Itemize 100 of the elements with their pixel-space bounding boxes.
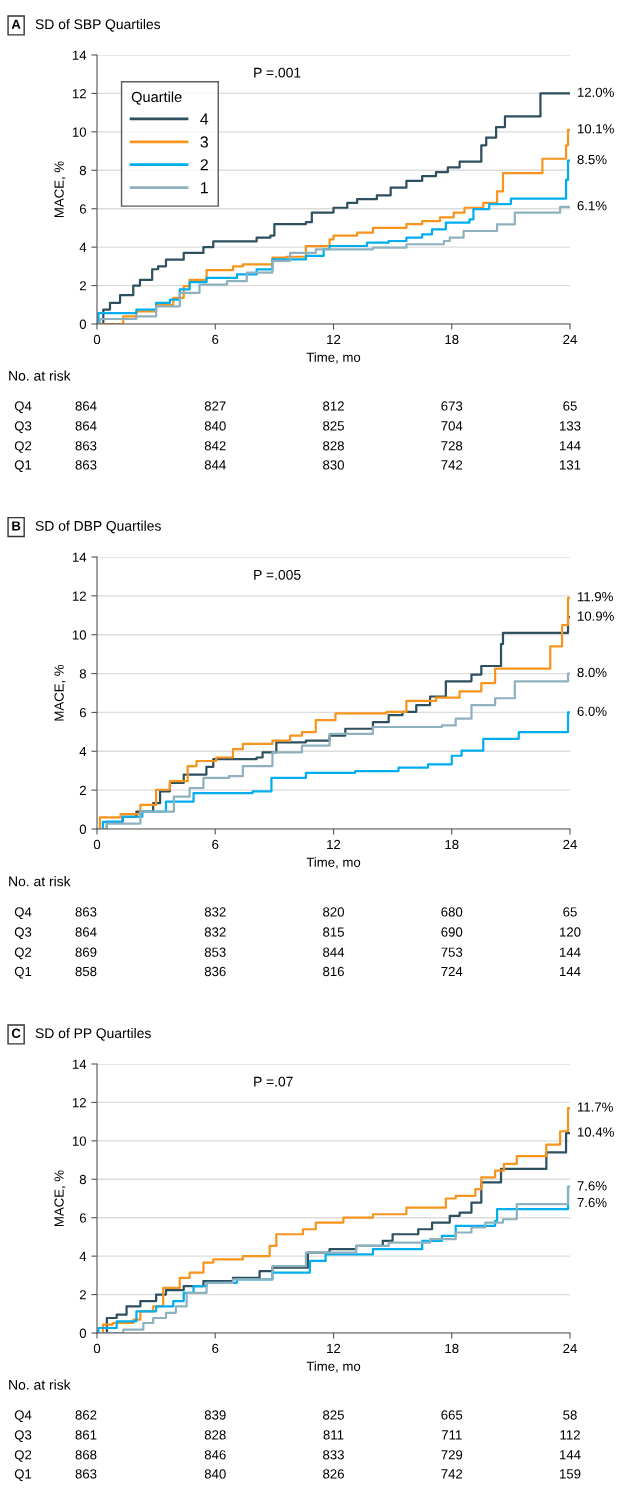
text: 815 (323, 927, 344, 937)
x-axis-title: Time, mo (306, 1361, 361, 1373)
text: 8.0% (577, 667, 607, 678)
text: 863 (75, 907, 97, 917)
text: 144 (560, 947, 581, 957)
y-tick-label: 0 (79, 824, 87, 834)
text: 144 (560, 441, 581, 451)
text: Q4 (14, 1410, 32, 1423)
y-tick-label: 2 (79, 785, 86, 795)
text: 159 (560, 1469, 581, 1479)
legend-title: Quartile (131, 91, 182, 105)
annotation: P =.005 (254, 569, 301, 580)
text: 58 (563, 1410, 577, 1420)
x-tick-label: 6 (212, 1343, 219, 1354)
annotation: P =.07 (254, 1076, 293, 1087)
text: 820 (323, 907, 344, 917)
y-tick-label: 2 (79, 281, 86, 291)
legend-label: 2 (200, 159, 208, 171)
text: 753 (441, 947, 463, 957)
y-axis-title: MACE, % (54, 161, 66, 218)
text: 7.6% (577, 1181, 607, 1191)
y-tick-label: 4 (79, 1251, 87, 1261)
x-axis-title: Time, mo (306, 352, 361, 364)
text: 12.0% (577, 87, 614, 97)
x-axis-title: Time, mo (306, 857, 361, 869)
text: 711 (441, 1430, 462, 1440)
text: 863 (75, 460, 97, 470)
text: 864 (75, 401, 97, 411)
text: 825 (323, 1410, 344, 1420)
text: 144 (560, 1450, 581, 1460)
text: Q1 (14, 1469, 32, 1481)
y-tick-label: 8 (79, 669, 87, 679)
text: 832 (204, 907, 226, 917)
text: 828 (323, 441, 344, 451)
text: 830 (323, 460, 344, 470)
text: 863 (75, 1469, 97, 1479)
text: A (11, 19, 21, 29)
legend-label: 1 (201, 182, 208, 194)
text: 65 (563, 401, 577, 411)
text: 858 (75, 966, 97, 977)
text: C (11, 1028, 21, 1038)
text: 861 (75, 1430, 97, 1440)
text: 836 (204, 966, 226, 977)
text: Q4 (14, 907, 32, 919)
text: 828 (204, 1430, 226, 1440)
x-tick-label: 6 (212, 839, 219, 850)
text: 673 (441, 401, 463, 411)
text: 844 (323, 947, 345, 957)
y-tick-label: 0 (79, 1328, 87, 1338)
text: 839 (204, 1410, 226, 1420)
text: No. at risk (9, 370, 71, 381)
y-tick-label: 10 (72, 127, 87, 137)
text: Q1 (14, 966, 32, 979)
y-tick-label: 14 (72, 50, 87, 60)
text: Q1 (14, 460, 32, 472)
text: 131 (560, 460, 581, 470)
x-tick-label: 0 (93, 334, 101, 345)
x-tick-label: 24 (563, 839, 577, 849)
text: Q3 (14, 927, 32, 940)
x-tick-label: 18 (445, 839, 459, 850)
text: 833 (323, 1450, 344, 1460)
text: 864 (75, 927, 97, 937)
annotation: P =.001 (254, 67, 301, 78)
text: No. at risk (9, 876, 71, 887)
x-tick-label: 18 (445, 334, 459, 345)
text: 840 (204, 421, 226, 431)
text: 729 (441, 1450, 463, 1460)
text: 846 (204, 1450, 226, 1460)
y-axis-title: MACE, % (54, 1170, 66, 1227)
text: 816 (323, 966, 344, 977)
text: 742 (441, 460, 463, 470)
text: 812 (323, 401, 344, 411)
x-tick-label: 18 (445, 1343, 459, 1354)
text: 842 (204, 441, 226, 451)
text: 10.1% (577, 124, 614, 134)
y-tick-label: 6 (79, 204, 86, 214)
text: B (12, 521, 21, 531)
text: 840 (204, 1469, 226, 1479)
y-tick-label: 12 (72, 591, 86, 601)
text: 811 (323, 1430, 344, 1440)
text: 827 (204, 401, 226, 411)
y-tick-label: 8 (79, 1174, 87, 1185)
y-tick-label: 12 (72, 89, 86, 99)
text: 65 (563, 907, 577, 917)
text: 10.4% (577, 1127, 614, 1137)
text: 742 (441, 1469, 463, 1479)
text: Q2 (14, 1450, 32, 1462)
y-tick-label: 10 (72, 630, 87, 640)
text: 112 (560, 1430, 580, 1440)
text: 868 (75, 1450, 97, 1460)
x-tick-label: 12 (327, 334, 341, 344)
y-tick-label: 14 (72, 552, 87, 562)
legend-label: 3 (200, 136, 208, 148)
text: 120 (560, 927, 581, 937)
text: 7.6% (577, 1197, 607, 1208)
chart-title: SD of PP Quartiles (35, 1027, 151, 1041)
x-tick-label: 6 (212, 334, 219, 345)
text: 724 (441, 966, 463, 977)
text: 864 (75, 421, 97, 431)
y-tick-label: 0 (79, 319, 87, 329)
